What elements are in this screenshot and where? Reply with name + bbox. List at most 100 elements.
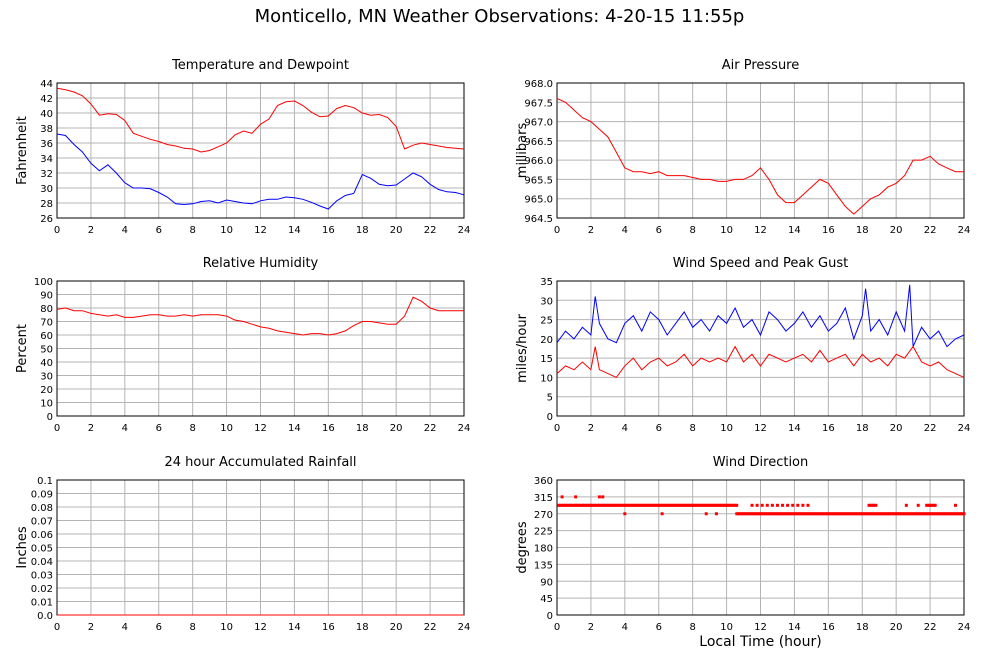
direction-point bbox=[942, 512, 946, 516]
x-tick-label: 12 bbox=[254, 423, 267, 434]
direction-point bbox=[716, 503, 720, 507]
direction-point bbox=[755, 503, 759, 507]
x-tick-label: 22 bbox=[924, 622, 937, 633]
direction-point bbox=[689, 503, 693, 507]
y-tick-label: 965.0 bbox=[524, 195, 553, 206]
direction-point bbox=[867, 503, 871, 507]
direction-point bbox=[743, 512, 747, 516]
direction-point bbox=[650, 503, 654, 507]
direction-point bbox=[857, 512, 861, 516]
y-tick-label: 34 bbox=[40, 154, 53, 165]
direction-point bbox=[811, 512, 815, 516]
y-axis-label: Percent bbox=[15, 324, 30, 373]
direction-point bbox=[658, 503, 662, 507]
x-tick-label: 16 bbox=[322, 622, 335, 633]
x-tick-label: 6 bbox=[656, 225, 662, 236]
direction-point bbox=[935, 512, 939, 516]
direction-point bbox=[648, 503, 652, 507]
y-tick-label: 0.04 bbox=[31, 557, 53, 568]
y-tick-label: 0 bbox=[47, 412, 53, 423]
plot-frame bbox=[56, 82, 465, 219]
y-tick-label: 80 bbox=[40, 304, 53, 315]
y-axis-label: millibars bbox=[515, 123, 530, 179]
direction-point bbox=[781, 512, 785, 516]
y-tick-label: 10 bbox=[40, 399, 53, 410]
direction-point bbox=[937, 512, 941, 516]
direction-point bbox=[569, 503, 573, 507]
direction-point bbox=[613, 503, 617, 507]
direction-point bbox=[892, 512, 896, 516]
direction-point bbox=[760, 503, 764, 507]
direction-point bbox=[791, 512, 795, 516]
x-tick-label: 2 bbox=[88, 622, 94, 633]
direction-point bbox=[876, 512, 880, 516]
direction-point bbox=[677, 503, 681, 507]
direction-point bbox=[889, 512, 893, 516]
direction-point bbox=[660, 503, 664, 507]
direction-point bbox=[852, 512, 856, 516]
y-tick-label: 0 bbox=[547, 412, 553, 423]
direction-point bbox=[798, 512, 802, 516]
direction-point bbox=[943, 512, 947, 516]
direction-point bbox=[623, 503, 627, 507]
direction-point bbox=[725, 503, 729, 507]
y-tick-label: 40 bbox=[40, 358, 53, 369]
y-tick-label: 315 bbox=[534, 493, 553, 504]
direction-point bbox=[733, 503, 737, 507]
direction-point bbox=[665, 503, 669, 507]
direction-point bbox=[560, 503, 564, 507]
y-tick-label: 0.05 bbox=[31, 544, 53, 555]
direction-point bbox=[582, 503, 586, 507]
x-tick-label: 24 bbox=[458, 225, 471, 236]
direction-point bbox=[872, 512, 876, 516]
direction-point bbox=[558, 503, 562, 507]
direction-point bbox=[792, 512, 796, 516]
direction-point bbox=[775, 512, 779, 516]
y-axis-label: miles/hour bbox=[515, 313, 530, 382]
x-tick-label: 8 bbox=[689, 423, 695, 434]
y-tick-label: 42 bbox=[40, 94, 53, 105]
direction-point bbox=[864, 512, 868, 516]
direction-point bbox=[794, 512, 798, 516]
y-tick-label: 180 bbox=[534, 544, 553, 555]
direction-point bbox=[736, 512, 740, 516]
y-tick-label: 90 bbox=[540, 577, 553, 588]
y-tick-label: 44 bbox=[40, 79, 53, 90]
direction-point bbox=[848, 512, 852, 516]
direction-point bbox=[828, 512, 832, 516]
y-tick-label: 0.01 bbox=[31, 598, 53, 609]
direction-point bbox=[904, 503, 908, 507]
direction-point bbox=[816, 512, 820, 516]
direction-point bbox=[782, 512, 786, 516]
direction-point bbox=[881, 512, 885, 516]
direction-point bbox=[831, 512, 835, 516]
y-tick-label: 967.5 bbox=[524, 98, 553, 109]
direction-point bbox=[862, 512, 866, 516]
x-tick-label: 18 bbox=[356, 423, 369, 434]
direction-point bbox=[713, 503, 717, 507]
y-tick-label: 968.0 bbox=[524, 79, 553, 90]
direction-point bbox=[579, 503, 583, 507]
chart-title: Wind Direction bbox=[713, 455, 809, 470]
direction-point bbox=[686, 503, 690, 507]
plot-frame bbox=[556, 280, 965, 417]
direction-point bbox=[602, 503, 606, 507]
x-tick-label: 8 bbox=[189, 622, 195, 633]
x-tick-label: 24 bbox=[458, 622, 471, 633]
series-line bbox=[56, 133, 465, 210]
direction-point bbox=[867, 512, 871, 516]
x-tick-label: 12 bbox=[254, 225, 267, 236]
x-tick-label: 24 bbox=[458, 423, 471, 434]
direction-point bbox=[714, 503, 718, 507]
x-tick-label: 22 bbox=[424, 423, 437, 434]
chart-title: Wind Speed and Peak Gust bbox=[673, 256, 848, 271]
y-tick-label: 90 bbox=[40, 291, 53, 302]
y-tick-label: 36 bbox=[40, 139, 53, 150]
x-tick-label: 22 bbox=[424, 225, 437, 236]
direction-point bbox=[608, 503, 612, 507]
x-tick-label: 14 bbox=[788, 622, 801, 633]
direction-point bbox=[760, 512, 764, 516]
